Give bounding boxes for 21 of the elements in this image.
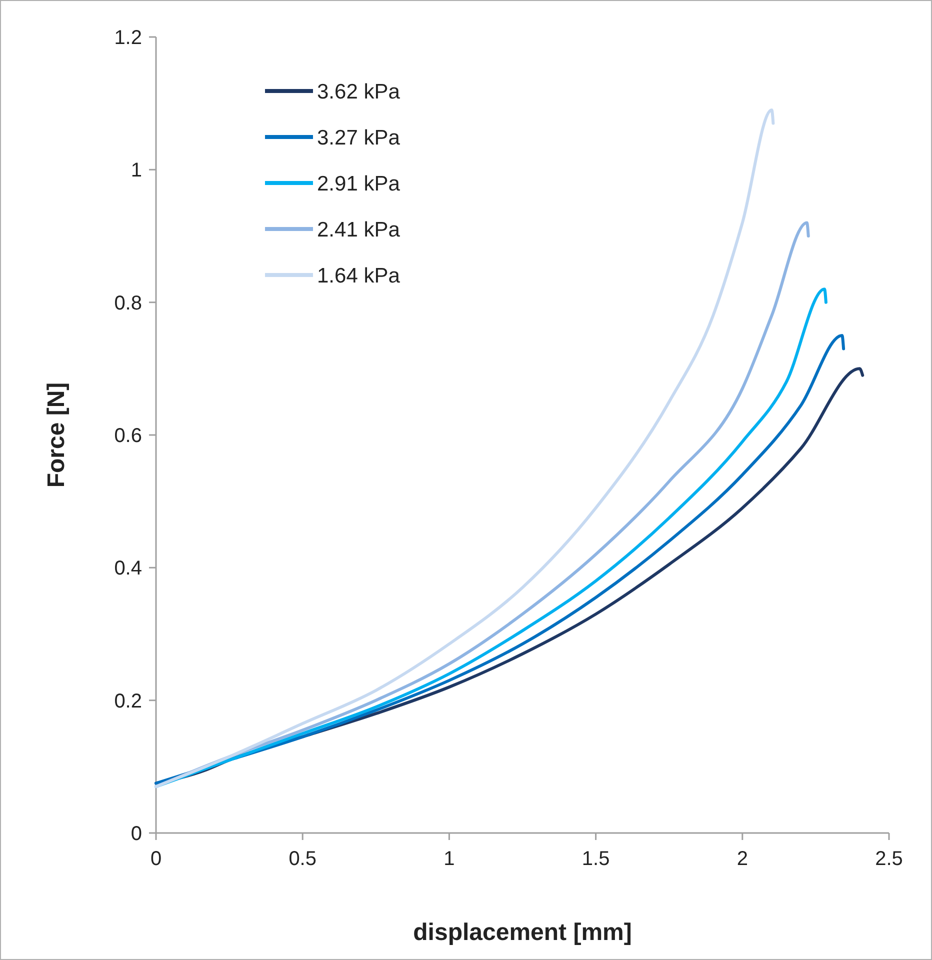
y-tick-label: 0.2 xyxy=(114,690,142,712)
x-tick-label: 1 xyxy=(444,848,455,870)
y-axis-title: Force [N] xyxy=(43,382,70,488)
legend-label: 3.27 kPa xyxy=(317,126,400,150)
y-tick-label: 1.2 xyxy=(114,27,142,49)
y-tick-label: 1 xyxy=(130,160,142,182)
legend-label: 2.41 kPa xyxy=(317,218,400,242)
x-tick-label: 1.5 xyxy=(582,848,610,870)
x-tick-label: 0 xyxy=(150,848,162,870)
y-tick-label: 0.6 xyxy=(114,425,142,447)
line-series xyxy=(154,108,775,788)
y-tick-label: 0 xyxy=(130,823,142,845)
x-tick-label: 0.5 xyxy=(288,848,317,870)
legend-label: 2.91 kPa xyxy=(317,172,400,196)
legend-label: 3.62 kPa xyxy=(317,80,400,104)
y-tick-label: 0.8 xyxy=(114,292,142,314)
x-tick-label: 2 xyxy=(736,848,748,870)
x-axis-title: displacement [mm] xyxy=(413,919,632,946)
legend-label: 1.64 kPa xyxy=(317,264,400,288)
x-tick-label: 2.5 xyxy=(875,848,903,870)
y-tick-label: 0.4 xyxy=(114,558,142,580)
